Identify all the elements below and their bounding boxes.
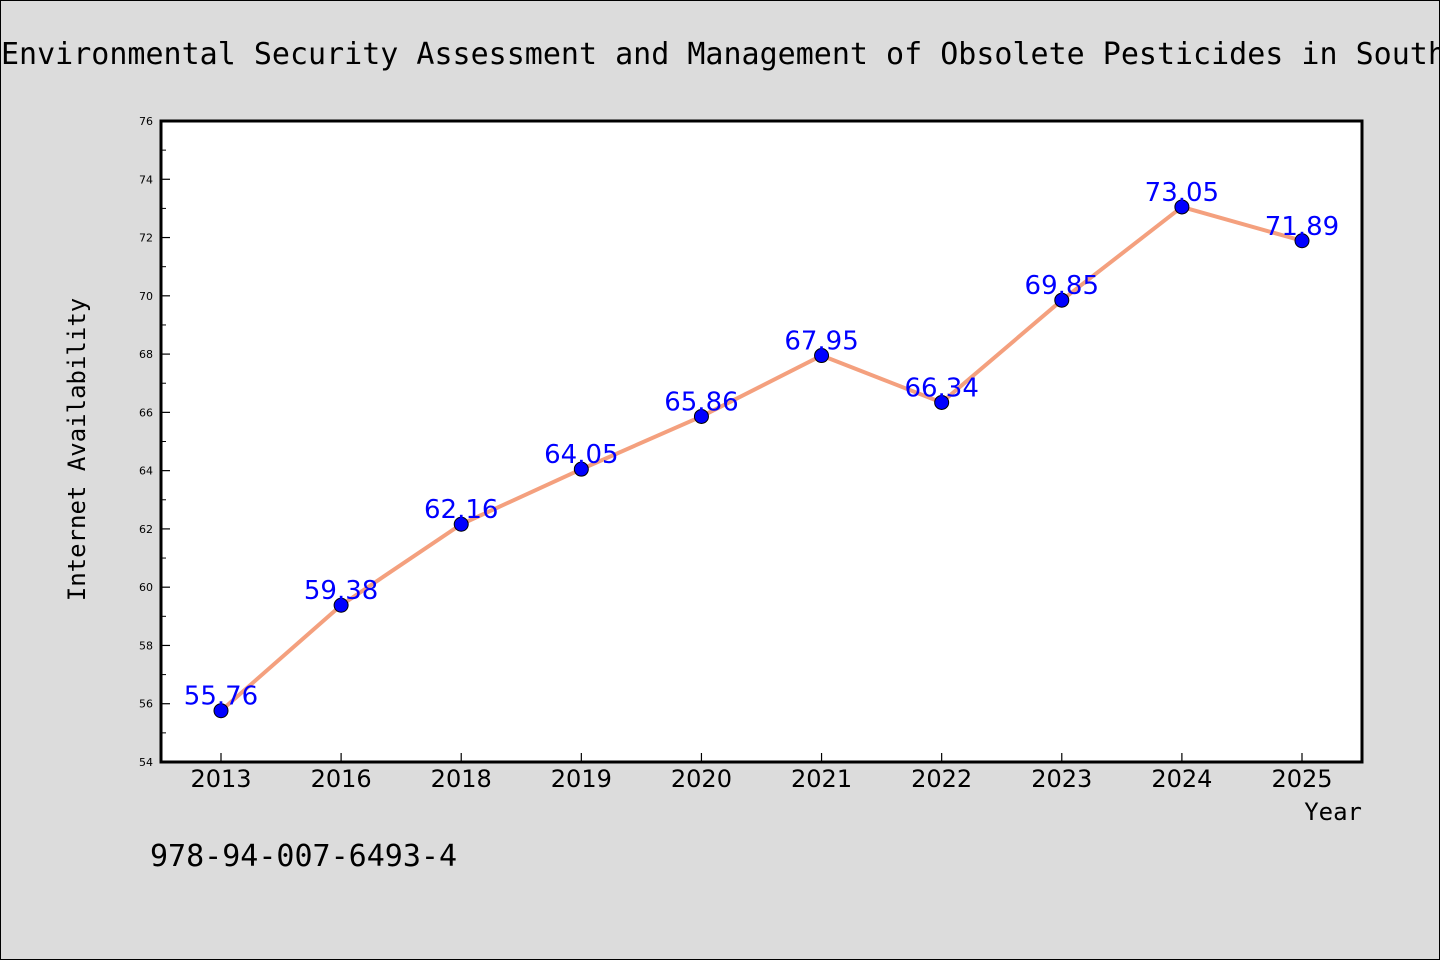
plot-area <box>159 119 1364 764</box>
y-axis: 54 56 58 60 62 64 66 68 70 72 74 76 <box>139 115 170 769</box>
data-point <box>573 461 589 477</box>
data-point <box>693 408 709 424</box>
isbn-footnote: 978-94-007-6493-4 <box>150 839 457 874</box>
y-axis-label: Internet Availability <box>63 298 91 601</box>
y-tick-label: 70 <box>139 290 153 303</box>
data-label: 66.34 <box>904 373 978 403</box>
data-label: 67.95 <box>784 327 858 357</box>
x-tick-label: 2021 <box>791 765 852 793</box>
y-tick-label: 66 <box>139 406 153 419</box>
series-line <box>219 204 1303 713</box>
data-label: 62.16 <box>424 495 498 525</box>
y-tick-label: 58 <box>139 639 153 652</box>
x-axis: 2013 2016 2018 2019 2020 2021 2022 2023 2024 2025 <box>190 753 1333 793</box>
y-tick-label: 54 <box>139 756 153 769</box>
x-tick-label: 2023 <box>1031 765 1092 793</box>
y-tick-label: 60 <box>139 581 153 594</box>
data-point <box>453 516 469 532</box>
data-label: 59.38 <box>304 576 378 606</box>
x-tick-label: 2016 <box>311 765 372 793</box>
data-point <box>1174 199 1190 215</box>
data-point <box>934 394 950 410</box>
y-tick-label: 76 <box>139 115 153 128</box>
data-point <box>814 348 830 364</box>
y-tick-label: 68 <box>139 348 153 361</box>
data-label: 55.76 <box>184 682 258 712</box>
data-markers <box>213 199 1310 719</box>
x-tick-label: 2025 <box>1271 765 1332 793</box>
data-label: 64.05 <box>544 440 618 470</box>
data-label: 71.89 <box>1265 212 1339 242</box>
y-tick-label: 56 <box>139 698 153 711</box>
y-tick-label: 72 <box>139 232 153 245</box>
data-label: 69.85 <box>1025 271 1099 301</box>
x-tick-label: 2022 <box>911 765 972 793</box>
x-axis-label: Year <box>1304 798 1362 826</box>
y-tick-label: 74 <box>139 173 153 186</box>
y-tick-label: 62 <box>139 523 153 536</box>
y-tick-label: 64 <box>139 465 153 478</box>
data-point <box>333 597 349 613</box>
data-label: 73.05 <box>1145 178 1219 208</box>
x-tick-label: 2020 <box>671 765 732 793</box>
data-point <box>1294 233 1310 249</box>
x-tick-label: 2018 <box>431 765 492 793</box>
x-tick-label: 2019 <box>551 765 612 793</box>
data-point <box>1054 292 1070 308</box>
x-tick-label: 2024 <box>1151 765 1212 793</box>
data-labels: 55.76 59.38 62.16 64.05 65.86 67.95 66.34 69.85… <box>184 178 1339 712</box>
data-point <box>213 703 229 719</box>
data-label: 65.86 <box>664 387 738 417</box>
chart-title: Environmental Security Assessment and Ma… <box>1 37 1439 72</box>
x-tick-label: 2013 <box>190 765 251 793</box>
